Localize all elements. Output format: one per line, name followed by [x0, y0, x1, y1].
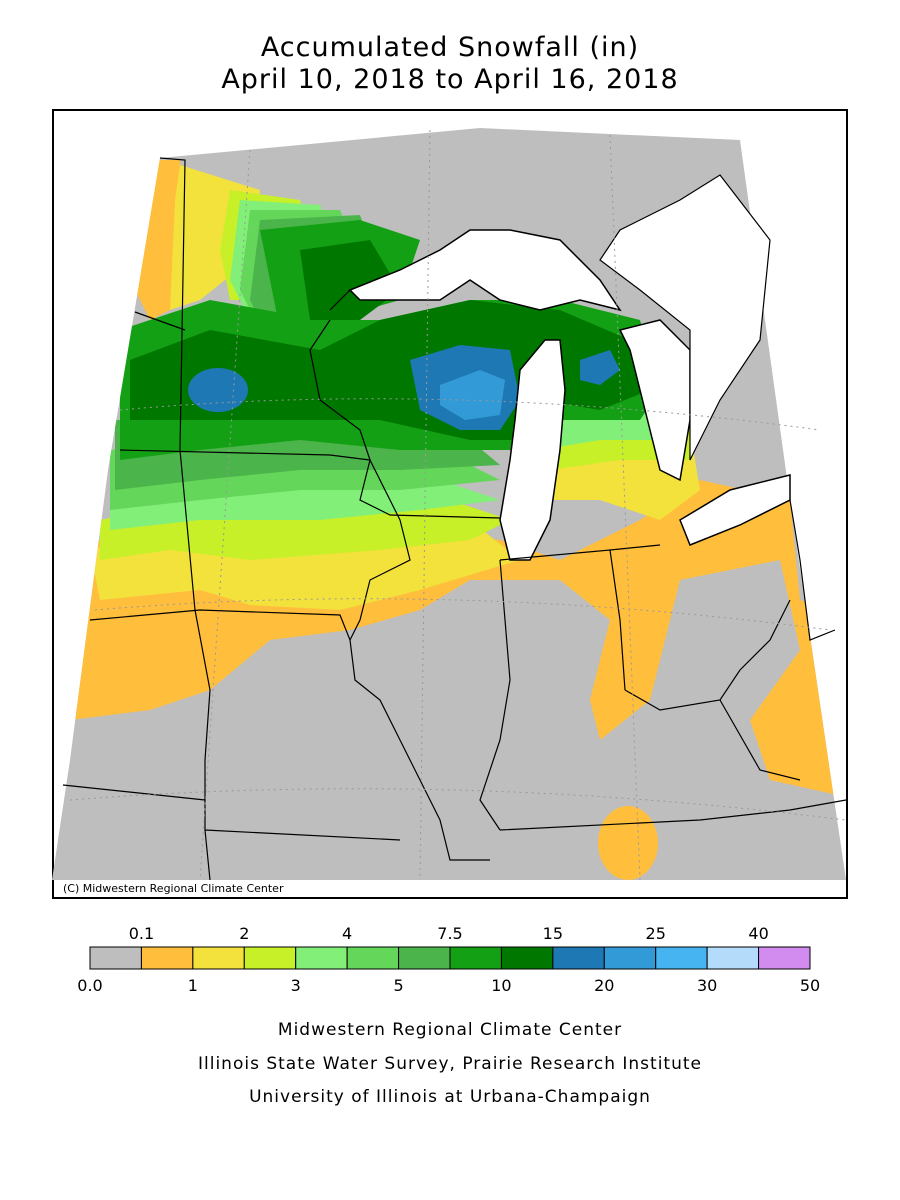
legend-top-label: 40: [748, 924, 768, 943]
legend-bottom-labels: 0.0 1 3 5 10 20 30 50: [77, 976, 820, 995]
map-title: Accumulated Snowfall (in): [260, 32, 640, 63]
legend-top-label: 7.5: [437, 924, 462, 943]
legend-swatch: [706, 946, 760, 970]
great-lakes: [348, 174, 791, 561]
legend-bottom-label: 5: [393, 976, 403, 995]
legend-swatch: [603, 946, 657, 970]
legend-top-label: 25: [646, 924, 666, 943]
legend-swatch: [500, 946, 554, 970]
legend-swatch: [398, 946, 451, 970]
lake-huron: [618, 319, 691, 482]
legend-bottom-label: 3: [291, 976, 301, 995]
legend-bottom-label: 20: [594, 976, 614, 995]
legend-top-label: 2: [239, 924, 249, 943]
legend-bottom-label: 50: [800, 976, 820, 995]
legend-swatch: [449, 946, 502, 970]
legend-swatch: [758, 946, 811, 970]
legend-swatch: [655, 946, 708, 970]
legend-bottom-label: 10: [491, 976, 511, 995]
legend-bottom-label: 30: [697, 976, 717, 995]
legend-top-labels: 0.1 2 4 7.5 15 25 40: [129, 924, 769, 943]
lake-michigan: [499, 339, 566, 561]
legend-swatch: [89, 946, 142, 970]
legend-bottom-label: 1: [188, 976, 198, 995]
legend-top-label: 15: [543, 924, 563, 943]
legend-swatch: [192, 946, 245, 970]
credit-line-2: Illinois State Water Survey, Prairie Res…: [198, 1054, 702, 1074]
lake-superior: [348, 229, 622, 312]
legend-top-label: 4: [342, 924, 352, 943]
credit-line-3: University of Illinois at Urbana-Champai…: [249, 1087, 651, 1107]
legend-swatch: [552, 946, 605, 970]
map-date-range: April 10, 2018 to April 16, 2018: [221, 64, 679, 95]
legend-bottom-label: 0.0: [77, 976, 102, 995]
copyright-notice: (C) Midwestern Regional Climate Center: [58, 880, 289, 897]
legend-top-label: 0.1: [129, 924, 154, 943]
credit-line-1: Midwestern Regional Climate Center: [277, 1020, 623, 1040]
legend-swatch: [243, 946, 297, 970]
legend-swatch: [346, 946, 400, 970]
legend-swatch: [295, 946, 348, 970]
legend-swatch: [140, 946, 194, 970]
ontario-land: [599, 174, 771, 461]
state-boundaries: [62, 157, 847, 881]
graticule: [69, 129, 846, 881]
legend-color-bar: [89, 946, 811, 970]
